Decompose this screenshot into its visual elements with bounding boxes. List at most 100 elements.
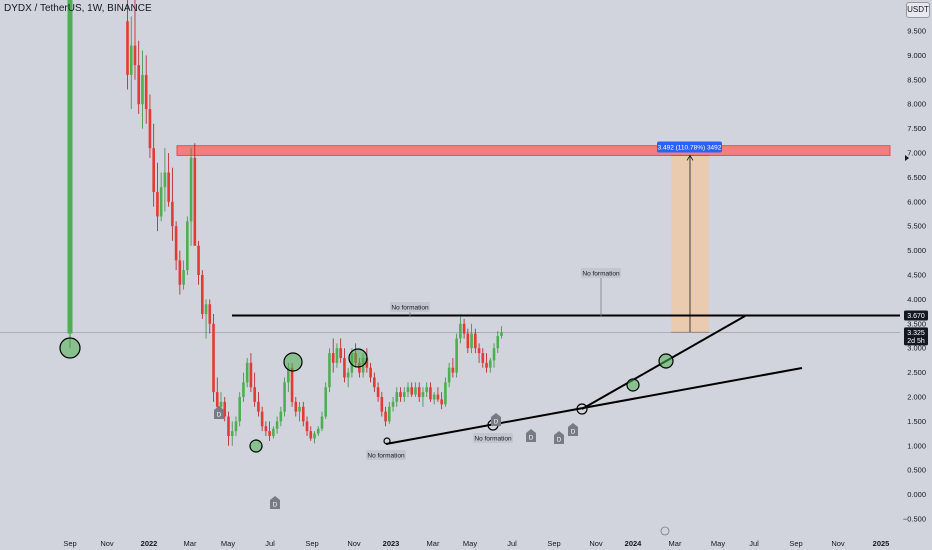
time-tick-label: May <box>463 539 477 548</box>
price-tick-label: 0.500 <box>907 466 926 475</box>
candle-body <box>141 74 144 105</box>
event-badge-shape <box>568 423 578 436</box>
price-tick-label: 0.000 <box>907 490 926 499</box>
price-tick-label: 8.500 <box>907 75 926 84</box>
candle-body <box>410 387 414 395</box>
candle-body <box>257 401 260 412</box>
candle-body <box>444 382 447 405</box>
time-tick-label: Mar <box>184 539 197 548</box>
candle-body <box>391 401 395 407</box>
event-badge: D <box>526 429 536 442</box>
candle-body <box>234 421 238 432</box>
event-badge: D <box>491 413 501 426</box>
candle-body <box>365 357 369 368</box>
candle-body <box>500 332 503 336</box>
time-tick-label: Jul <box>749 539 759 548</box>
price-axis[interactable]: −0.500 0.000 0.500 1.000 1.500 2.000 2.500 3.00… <box>900 0 932 550</box>
candle-body <box>451 367 455 373</box>
time-tick-label: Jul <box>507 539 517 548</box>
event-badge-shape <box>214 406 224 419</box>
candle-body <box>474 333 477 349</box>
price-tick-label: 9.000 <box>907 51 926 60</box>
candle-body <box>148 109 152 149</box>
time-tick-label: May <box>711 539 725 548</box>
candle-body <box>290 367 294 402</box>
candle-body <box>320 416 324 429</box>
candle-body <box>417 387 421 397</box>
highlight-circle <box>249 439 263 453</box>
candle-body <box>436 394 440 400</box>
candle-body <box>227 416 230 437</box>
annotation-box <box>390 302 430 312</box>
price-tick-label: −0.500 <box>903 515 926 524</box>
time-tick-label: Sep <box>63 539 76 548</box>
candle-body <box>283 382 286 412</box>
candle-body <box>260 411 264 427</box>
candle-body <box>373 377 376 388</box>
candle-body <box>309 431 313 439</box>
candle-body <box>339 348 342 358</box>
candle-body <box>488 360 492 368</box>
countdown-label: 2d 5h <box>907 338 925 345</box>
candle-body <box>358 362 361 373</box>
candle-body <box>481 353 485 363</box>
time-tick-label: Nov <box>347 539 361 548</box>
event-badge-shape <box>554 431 564 444</box>
price-tick-label: 7.500 <box>907 124 926 133</box>
event-badge-label: D <box>494 420 499 426</box>
annotation-box <box>473 433 513 443</box>
candle-body <box>272 428 275 437</box>
candle-body <box>171 201 174 227</box>
chart-title[interactable]: DYDX / TetherUS, 1W, BINANCE <box>4 3 152 14</box>
candle-body <box>335 348 339 363</box>
candle-body <box>279 411 283 422</box>
candle-body <box>204 304 208 315</box>
highlight-circle <box>576 403 588 415</box>
candle-body <box>133 45 137 66</box>
candle-body <box>432 394 436 400</box>
currency-button[interactable]: USDT <box>906 2 930 18</box>
candle-body <box>376 387 380 397</box>
measurement-label: 3.492 (110.78%) 3492 <box>658 144 722 151</box>
time-tick-label: Nov <box>589 539 603 548</box>
time-tick-label: Sep <box>547 539 560 548</box>
time-tick-label: 2025 <box>873 539 890 548</box>
candle-body <box>294 401 298 412</box>
candle-body <box>421 392 425 397</box>
candle-body <box>402 392 406 397</box>
time-axis[interactable]: Sep Nov 2022 Mar May Jul Sep Nov 2023 Mar May Jul Se… <box>63 539 889 548</box>
candle-body <box>129 45 133 75</box>
price-tick-label: 3.500 <box>907 319 926 328</box>
event-badge: D <box>568 423 578 436</box>
event-badge-shape <box>491 413 501 426</box>
supply-zone <box>176 145 891 156</box>
candle-body <box>384 411 387 422</box>
candle-body <box>388 406 391 422</box>
candle-body <box>380 397 384 412</box>
last-price-label: 3.325 <box>907 330 925 337</box>
candle-body <box>230 431 234 437</box>
candle-body <box>249 362 253 388</box>
price-tick-label: 3.000 <box>907 344 926 353</box>
candle-body <box>477 348 481 354</box>
highlight-circle <box>59 337 81 359</box>
candle-body <box>245 362 249 383</box>
highlight-circle <box>348 348 368 368</box>
support-trendline <box>385 367 803 445</box>
time-tick-label: Mar <box>669 539 682 548</box>
candle-body <box>215 392 219 407</box>
price-tick-label: 5.000 <box>907 246 926 255</box>
highlight-circle <box>283 352 303 372</box>
price-tick-label: 5.500 <box>907 222 926 231</box>
time-tick-label: 2022 <box>141 539 158 548</box>
candle-body <box>137 65 141 105</box>
candle-body <box>414 387 417 395</box>
candle-body <box>346 372 350 378</box>
candle-body <box>189 157 193 222</box>
candle-body <box>492 348 496 361</box>
time-tick-label: 2023 <box>383 539 400 548</box>
candle-body <box>201 275 204 315</box>
candle-body <box>238 397 241 422</box>
annotation-box <box>581 268 621 278</box>
